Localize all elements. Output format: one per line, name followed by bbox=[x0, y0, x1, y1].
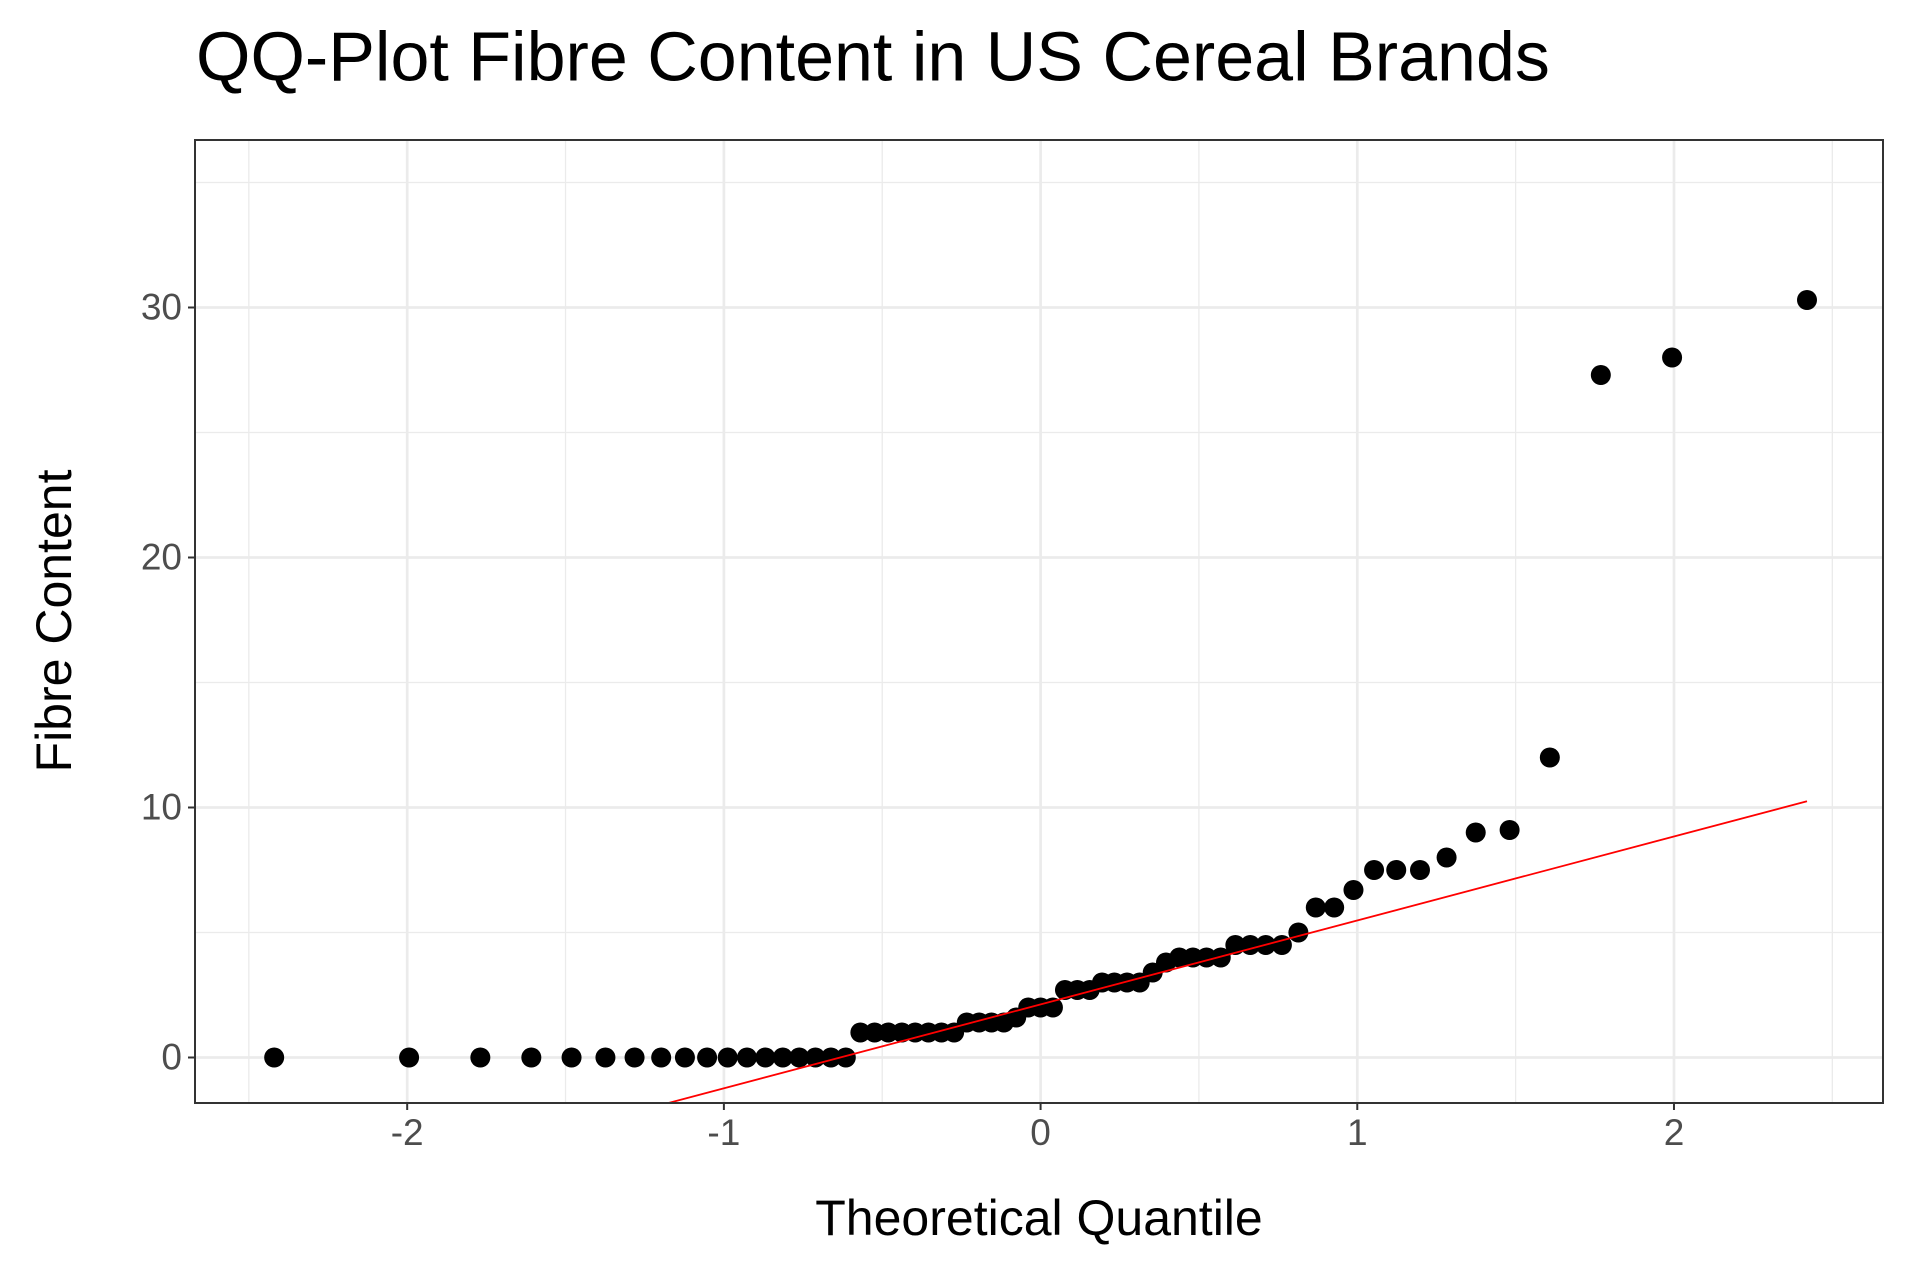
point bbox=[674, 1047, 695, 1068]
x-tick-label: 1 bbox=[1347, 1112, 1368, 1153]
y-tick-label: 20 bbox=[141, 536, 182, 577]
point bbox=[595, 1047, 616, 1068]
point bbox=[772, 1047, 793, 1068]
point bbox=[1409, 860, 1430, 880]
point bbox=[1225, 935, 1246, 955]
point bbox=[561, 1047, 582, 1068]
point bbox=[1796, 290, 1817, 310]
y-tick-label: 0 bbox=[161, 1036, 182, 1077]
y-tick-label: 10 bbox=[141, 786, 182, 827]
point bbox=[717, 1047, 738, 1068]
point bbox=[1288, 922, 1309, 943]
panel bbox=[195, 140, 1883, 1103]
point bbox=[399, 1047, 420, 1068]
chart-title: QQ-Plot Fibre Content in US Cereal Brand… bbox=[196, 17, 1550, 95]
x-axis-label: Theoretical Quantile bbox=[815, 1190, 1262, 1246]
point bbox=[789, 1047, 810, 1068]
point bbox=[835, 1047, 856, 1068]
point bbox=[264, 1047, 285, 1068]
x-tick-label: 2 bbox=[1664, 1112, 1685, 1153]
point bbox=[470, 1047, 491, 1068]
panel-border bbox=[194, 139, 1884, 1104]
point bbox=[1364, 860, 1385, 880]
point bbox=[521, 1047, 542, 1068]
plot-area bbox=[264, 290, 1817, 1103]
point bbox=[1343, 880, 1364, 900]
point bbox=[1386, 860, 1407, 880]
point bbox=[1436, 847, 1457, 868]
x-tick-label: -1 bbox=[707, 1112, 740, 1153]
point bbox=[1324, 897, 1345, 918]
point bbox=[651, 1047, 672, 1068]
y-axis-label: Fibre Content bbox=[26, 469, 82, 772]
point bbox=[1465, 822, 1486, 843]
point bbox=[850, 1022, 871, 1043]
point bbox=[1499, 820, 1520, 840]
point bbox=[1539, 747, 1560, 768]
y-tick-label: 30 bbox=[141, 286, 182, 327]
point bbox=[737, 1047, 758, 1068]
point bbox=[1305, 897, 1326, 918]
point bbox=[1662, 347, 1683, 368]
reference-line bbox=[664, 800, 1808, 1103]
point bbox=[755, 1047, 776, 1068]
point bbox=[1590, 365, 1611, 385]
point bbox=[697, 1047, 718, 1068]
x-tick-label: -2 bbox=[391, 1112, 424, 1153]
x-tick-label: 0 bbox=[1030, 1112, 1051, 1153]
point bbox=[624, 1047, 645, 1068]
point bbox=[820, 1047, 841, 1068]
